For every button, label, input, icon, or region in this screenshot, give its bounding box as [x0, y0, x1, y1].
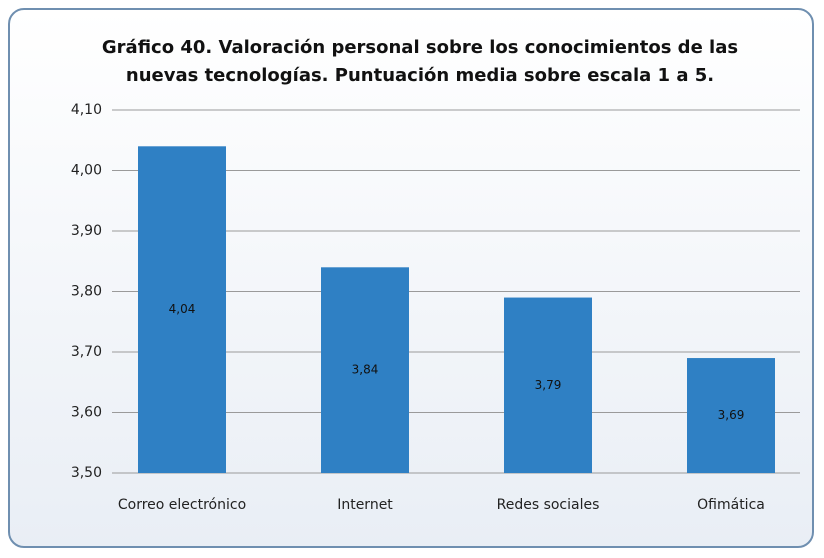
y-tick-label: 3,50: [71, 465, 102, 481]
y-tick-label: 4,00: [71, 163, 102, 179]
value-label: 3,79: [535, 378, 562, 392]
value-label: 4,04: [169, 302, 196, 316]
y-tick-label: 4,10: [71, 102, 102, 118]
y-tick-label: 3,70: [71, 344, 102, 360]
x-tick-label: Ofimática: [697, 497, 765, 513]
bar: [687, 358, 775, 473]
y-tick-label: 3,90: [71, 223, 102, 239]
y-tick-label: 3,60: [71, 405, 102, 421]
x-tick-label: Redes sociales: [497, 497, 600, 513]
bar: [138, 146, 226, 474]
value-label: 3,69: [718, 408, 745, 422]
x-tick-label: Correo electrónico: [118, 497, 246, 513]
value-label: 3,84: [352, 363, 379, 377]
x-tick-label: Internet: [337, 497, 393, 513]
bar: [321, 267, 409, 473]
chart-title: Gráfico 40. Valoración personal sobre lo…: [101, 37, 739, 86]
bar: [504, 297, 592, 473]
y-tick-label: 3,80: [71, 284, 102, 300]
